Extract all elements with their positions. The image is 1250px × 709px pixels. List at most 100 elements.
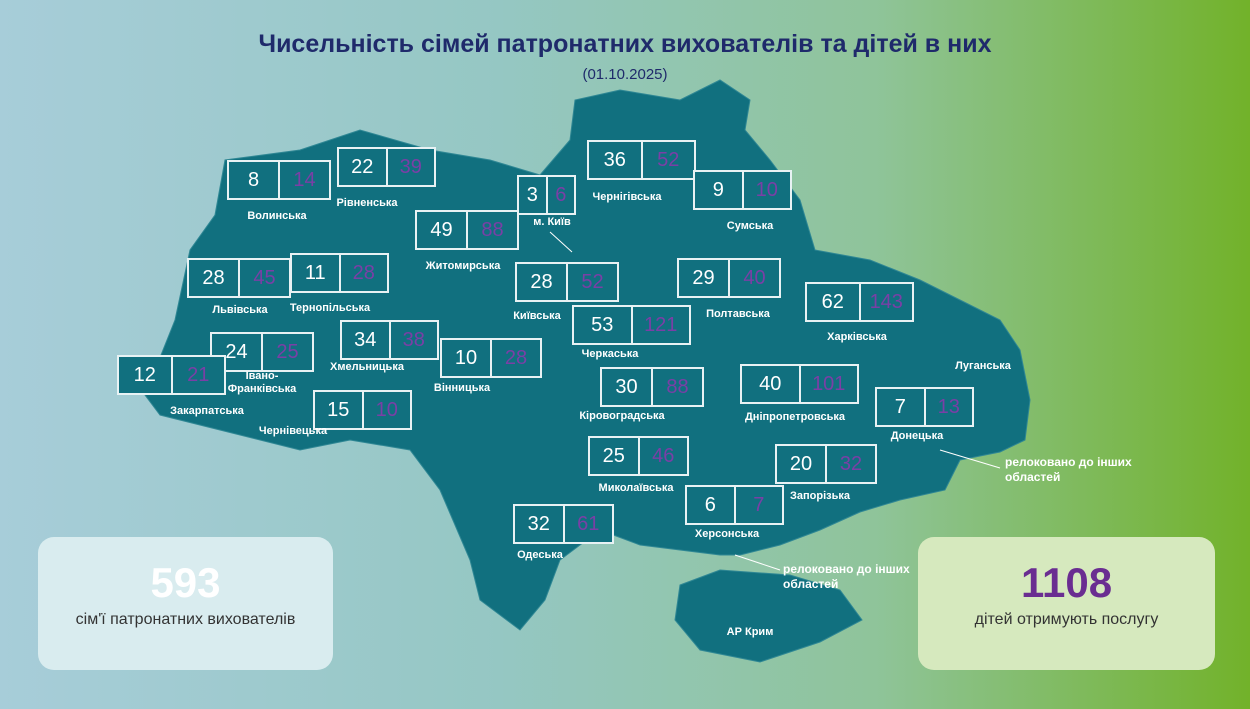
families-count: 53	[574, 307, 633, 343]
region-name: Полтавська	[706, 308, 770, 320]
pointer	[734, 554, 781, 571]
region-name: Миколаївська	[598, 482, 674, 494]
title: Чисельність сімей патронатних вихователі…	[258, 30, 992, 58]
note: релоковано до інших областей	[1005, 455, 1132, 484]
children-count: 88	[481, 218, 504, 241]
pointer	[939, 449, 1001, 469]
families-count: 29	[679, 260, 730, 296]
region-box: 11 28	[290, 253, 389, 293]
children-count: 28	[352, 261, 375, 284]
region-name: Хмельницька	[330, 361, 404, 373]
families-count: 9	[695, 172, 744, 208]
region-name: Вінницька	[433, 382, 491, 394]
region-name: Кіровоградська	[579, 410, 665, 422]
families-count: 22	[339, 149, 388, 185]
region-box: 30 88	[600, 367, 704, 407]
children-count: 38	[402, 328, 425, 351]
total-number: 1108	[1020, 559, 1113, 606]
children-count: 46	[652, 444, 675, 467]
region-box: 29 40	[677, 258, 781, 298]
region-box: 34 38	[340, 320, 439, 360]
region-box: 36 52	[587, 140, 696, 180]
children-count: 6	[555, 183, 567, 206]
families-count: 30	[602, 369, 653, 405]
region-name: Закарпатська	[170, 405, 244, 417]
children-count: 14	[293, 168, 316, 191]
children-count: 45	[253, 266, 276, 289]
region-box: 22 39	[337, 147, 436, 187]
children-count: 52	[581, 270, 604, 293]
region-box: 20 32	[775, 444, 877, 484]
region-name: Тернопільська	[289, 302, 371, 314]
children-count: 52	[657, 148, 680, 171]
children-count: 121	[644, 313, 678, 336]
children-count: 101	[812, 372, 846, 395]
ukraine-outline	[144, 79, 1031, 631]
region-box: 9 10	[693, 170, 792, 210]
children-count: 10	[755, 178, 778, 201]
children-count: 10	[375, 398, 398, 421]
region-box: 10 28	[440, 338, 542, 378]
children-count: 7	[753, 493, 765, 516]
families-count: 8	[229, 162, 280, 198]
region-box: 40 101	[740, 364, 859, 404]
children-count: 40	[743, 266, 766, 289]
region-box: 62 143	[805, 282, 914, 322]
families-count: 28	[517, 264, 568, 300]
region-name: Рівненська	[336, 197, 398, 209]
children-count: 61	[577, 512, 600, 535]
total-number: 593	[150, 559, 221, 606]
region-box: 24 25	[210, 332, 314, 372]
region-box: 49 88	[415, 210, 519, 250]
region-name: Житомирська	[425, 260, 501, 272]
region-box: 7 13	[875, 387, 974, 427]
region-name: Львівська	[212, 304, 268, 316]
families-count: 11	[292, 255, 341, 291]
region-box: 53 121	[572, 305, 691, 345]
families-count: 24	[212, 334, 263, 370]
children-count: 25	[276, 340, 299, 363]
families-count: 32	[515, 506, 565, 542]
families-count: 34	[342, 322, 391, 358]
families-count: 28	[189, 260, 240, 296]
region-name: Харківська	[827, 331, 887, 343]
region-box: 25 46	[588, 436, 689, 476]
date: (01.10.2025)	[582, 66, 668, 83]
region-name: Одеська	[517, 549, 563, 561]
families-count: 25	[590, 438, 640, 474]
families-count: 7	[877, 389, 926, 425]
region-name: Херсонська	[694, 528, 760, 540]
region-name: Чернігівська	[592, 191, 662, 203]
children-count: 32	[839, 452, 863, 475]
families-count: 49	[417, 212, 468, 248]
region-box: 8 14	[227, 160, 331, 200]
region-name: Запорізька	[789, 490, 851, 502]
region-name: Дніпропетровська	[744, 411, 846, 423]
families-count: 12	[119, 357, 173, 393]
total-label: дітей отримують послугу	[974, 611, 1159, 628]
region-box: 15 10	[313, 390, 412, 430]
children-count: 39	[399, 155, 422, 178]
region-box: 32 61	[513, 504, 614, 544]
pointer	[549, 231, 573, 253]
families-count: 40	[742, 366, 801, 402]
children-count: 88	[666, 375, 689, 398]
region-name: Донецька	[890, 430, 944, 442]
families-count: 62	[807, 284, 861, 320]
note: релоковано до інших областей	[783, 562, 910, 591]
families-count: 15	[315, 392, 364, 428]
region-name: АР Крим	[726, 626, 774, 638]
region-box: 12 21	[117, 355, 226, 395]
crimea-outline	[674, 569, 863, 663]
region-box: 28 52	[515, 262, 619, 302]
families-count: 10	[442, 340, 492, 376]
families-count: 6	[687, 487, 736, 523]
total-label: сім'ї патронатних вихователів	[75, 611, 296, 628]
region-name: Луганська	[955, 360, 1011, 372]
region-name: Чернівецька	[258, 425, 328, 437]
families-count: 20	[777, 446, 827, 482]
